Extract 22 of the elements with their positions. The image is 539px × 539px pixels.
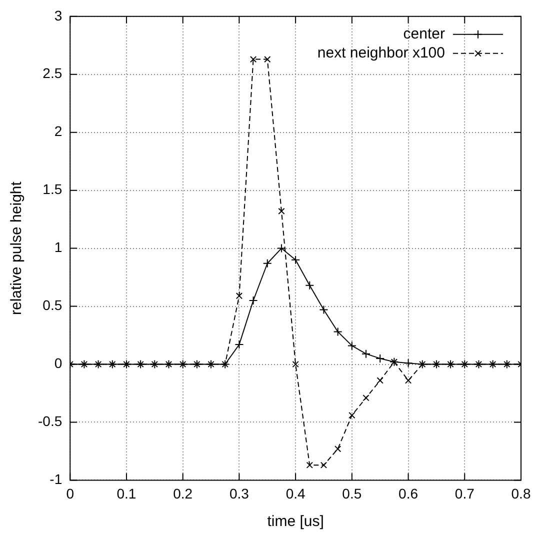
x-tick-label: 0.1 — [116, 485, 136, 502]
y-tick-label: 2.5 — [42, 65, 62, 82]
x-tick-label: 0.7 — [454, 485, 475, 502]
y-tick-label: 1 — [54, 239, 62, 256]
y-axis-title: relative pulse height — [8, 180, 26, 316]
x-tick-label: 0.5 — [342, 485, 362, 502]
y-tick-label: 1.5 — [42, 181, 62, 198]
y-tick-label: 2 — [54, 123, 62, 140]
x-tick-label: 0.6 — [398, 485, 418, 502]
x-tick-label: 0.3 — [229, 485, 250, 502]
legend-label: next neighbor x100 — [317, 44, 445, 62]
x-tick-label: 0.2 — [173, 485, 193, 502]
x-tick-label: 0.4 — [286, 485, 306, 502]
x-tick-label: 0.8 — [511, 485, 531, 502]
legend-label: center — [403, 26, 445, 43]
y-tick-label: 0 — [54, 355, 62, 372]
y-tick-label: 3 — [54, 7, 62, 24]
y-tick-label: 0.5 — [42, 297, 62, 314]
x-axis-title: time [us] — [267, 513, 324, 530]
x-tick-label: 0 — [66, 485, 74, 502]
y-tick-label: -1 — [50, 471, 62, 488]
y-tick-label: -0.5 — [38, 413, 62, 430]
